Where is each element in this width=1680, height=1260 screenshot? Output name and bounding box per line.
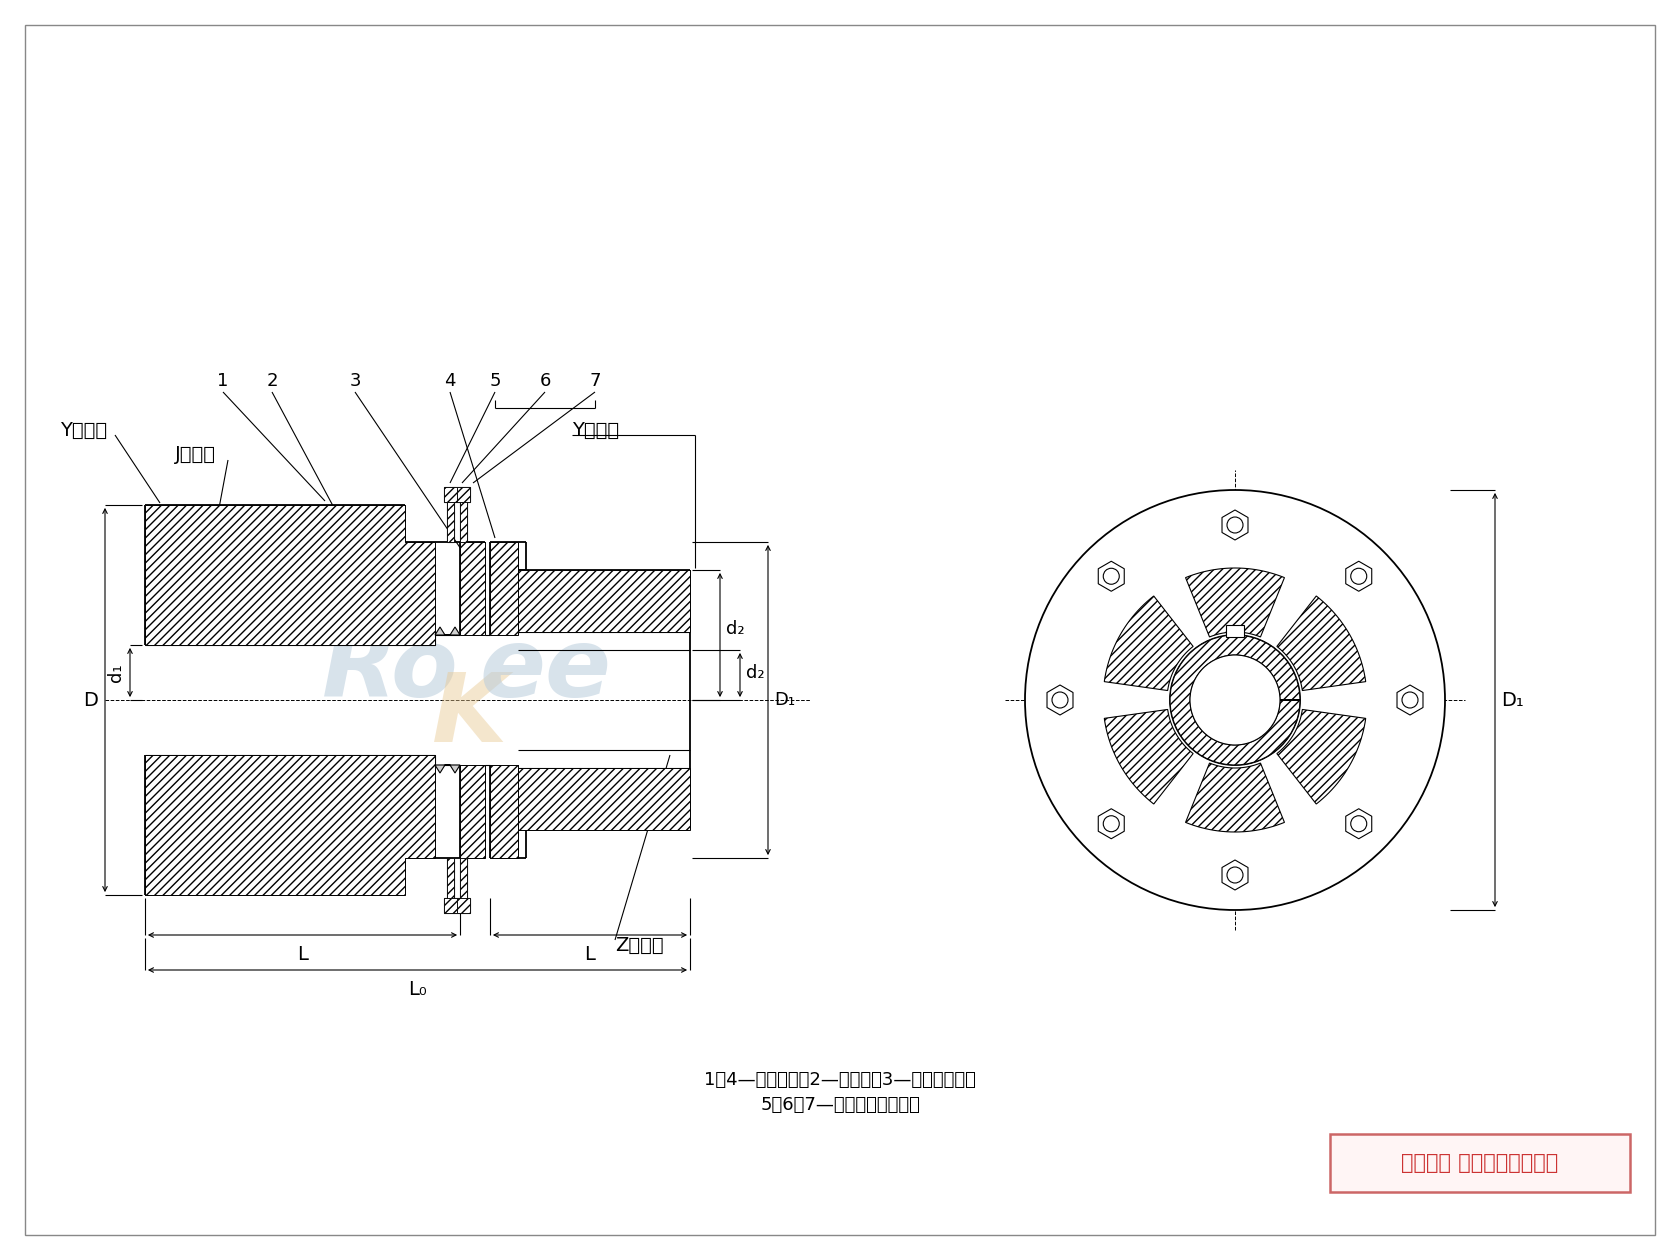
Polygon shape bbox=[444, 898, 457, 914]
Polygon shape bbox=[1099, 561, 1124, 591]
Text: 7: 7 bbox=[590, 372, 601, 391]
Text: ®: ® bbox=[1166, 646, 1183, 664]
Polygon shape bbox=[491, 765, 517, 858]
Text: K: K bbox=[1151, 663, 1210, 737]
Polygon shape bbox=[1277, 709, 1366, 804]
Polygon shape bbox=[1226, 625, 1243, 638]
Text: d₂: d₂ bbox=[726, 620, 744, 638]
Text: Ro: Ro bbox=[1057, 633, 1164, 707]
Text: Z型轴孔: Z型轴孔 bbox=[615, 935, 664, 955]
Text: 4: 4 bbox=[444, 372, 455, 391]
Polygon shape bbox=[457, 488, 469, 501]
Circle shape bbox=[1351, 568, 1368, 585]
Polygon shape bbox=[1398, 685, 1423, 714]
Polygon shape bbox=[1104, 709, 1193, 804]
Text: Y型轴孔: Y型轴孔 bbox=[60, 421, 108, 440]
Text: Ro: Ro bbox=[321, 624, 459, 717]
Text: K: K bbox=[432, 669, 507, 761]
Polygon shape bbox=[460, 501, 467, 542]
Polygon shape bbox=[1277, 596, 1366, 690]
Circle shape bbox=[1189, 655, 1280, 745]
Circle shape bbox=[1052, 692, 1068, 708]
Polygon shape bbox=[460, 858, 467, 898]
Polygon shape bbox=[144, 505, 435, 645]
Text: 3: 3 bbox=[349, 372, 361, 391]
Text: 1、4—半联轴器；2—弹性件；3—法兰连接件；: 1、4—半联轴器；2—弹性件；3—法兰连接件； bbox=[704, 1071, 976, 1089]
Polygon shape bbox=[457, 898, 469, 914]
Polygon shape bbox=[1221, 861, 1248, 890]
Polygon shape bbox=[517, 769, 690, 830]
Circle shape bbox=[1169, 635, 1300, 765]
Polygon shape bbox=[1346, 809, 1373, 839]
Circle shape bbox=[1351, 815, 1368, 832]
Polygon shape bbox=[435, 765, 460, 772]
Text: 5: 5 bbox=[489, 372, 501, 391]
Polygon shape bbox=[1186, 568, 1285, 638]
Polygon shape bbox=[444, 488, 457, 501]
Polygon shape bbox=[460, 765, 486, 858]
Polygon shape bbox=[1186, 764, 1285, 832]
Polygon shape bbox=[1331, 1134, 1630, 1192]
Text: D₁: D₁ bbox=[1500, 690, 1524, 709]
Polygon shape bbox=[1047, 685, 1074, 714]
Polygon shape bbox=[1221, 510, 1248, 541]
Text: d₁: d₁ bbox=[108, 663, 124, 682]
Polygon shape bbox=[447, 501, 454, 542]
Text: D: D bbox=[82, 690, 97, 709]
Text: 1: 1 bbox=[217, 372, 228, 391]
Polygon shape bbox=[435, 627, 460, 635]
Polygon shape bbox=[1169, 635, 1300, 765]
Polygon shape bbox=[1099, 809, 1124, 839]
Polygon shape bbox=[1346, 561, 1373, 591]
Circle shape bbox=[1025, 490, 1445, 910]
Polygon shape bbox=[460, 542, 486, 635]
Text: 版权所有 侵权必被严厉追究: 版权所有 侵权必被严厉追究 bbox=[1401, 1153, 1559, 1173]
Polygon shape bbox=[491, 542, 517, 635]
Polygon shape bbox=[447, 858, 454, 898]
Text: Y型轴孔: Y型轴孔 bbox=[571, 421, 620, 440]
Circle shape bbox=[1403, 692, 1418, 708]
Circle shape bbox=[1104, 815, 1119, 832]
Text: L: L bbox=[297, 945, 307, 964]
Polygon shape bbox=[517, 570, 690, 633]
Text: J型轴孔: J型轴孔 bbox=[175, 446, 217, 465]
Circle shape bbox=[1226, 867, 1243, 883]
Circle shape bbox=[1104, 568, 1119, 585]
Text: 2: 2 bbox=[265, 372, 277, 391]
Text: D₁: D₁ bbox=[774, 690, 795, 709]
Text: L: L bbox=[585, 945, 595, 964]
Text: 5、6、7—螺栓、螺母、垫片: 5、6、7—螺栓、螺母、垫片 bbox=[759, 1096, 921, 1114]
Polygon shape bbox=[144, 755, 435, 895]
Polygon shape bbox=[1104, 596, 1193, 690]
Text: d₂: d₂ bbox=[746, 664, 764, 682]
Text: L₀: L₀ bbox=[408, 980, 427, 999]
Circle shape bbox=[1226, 517, 1243, 533]
Text: ee: ee bbox=[1193, 633, 1297, 707]
Text: 6: 6 bbox=[539, 372, 551, 391]
Text: ee: ee bbox=[479, 624, 612, 717]
